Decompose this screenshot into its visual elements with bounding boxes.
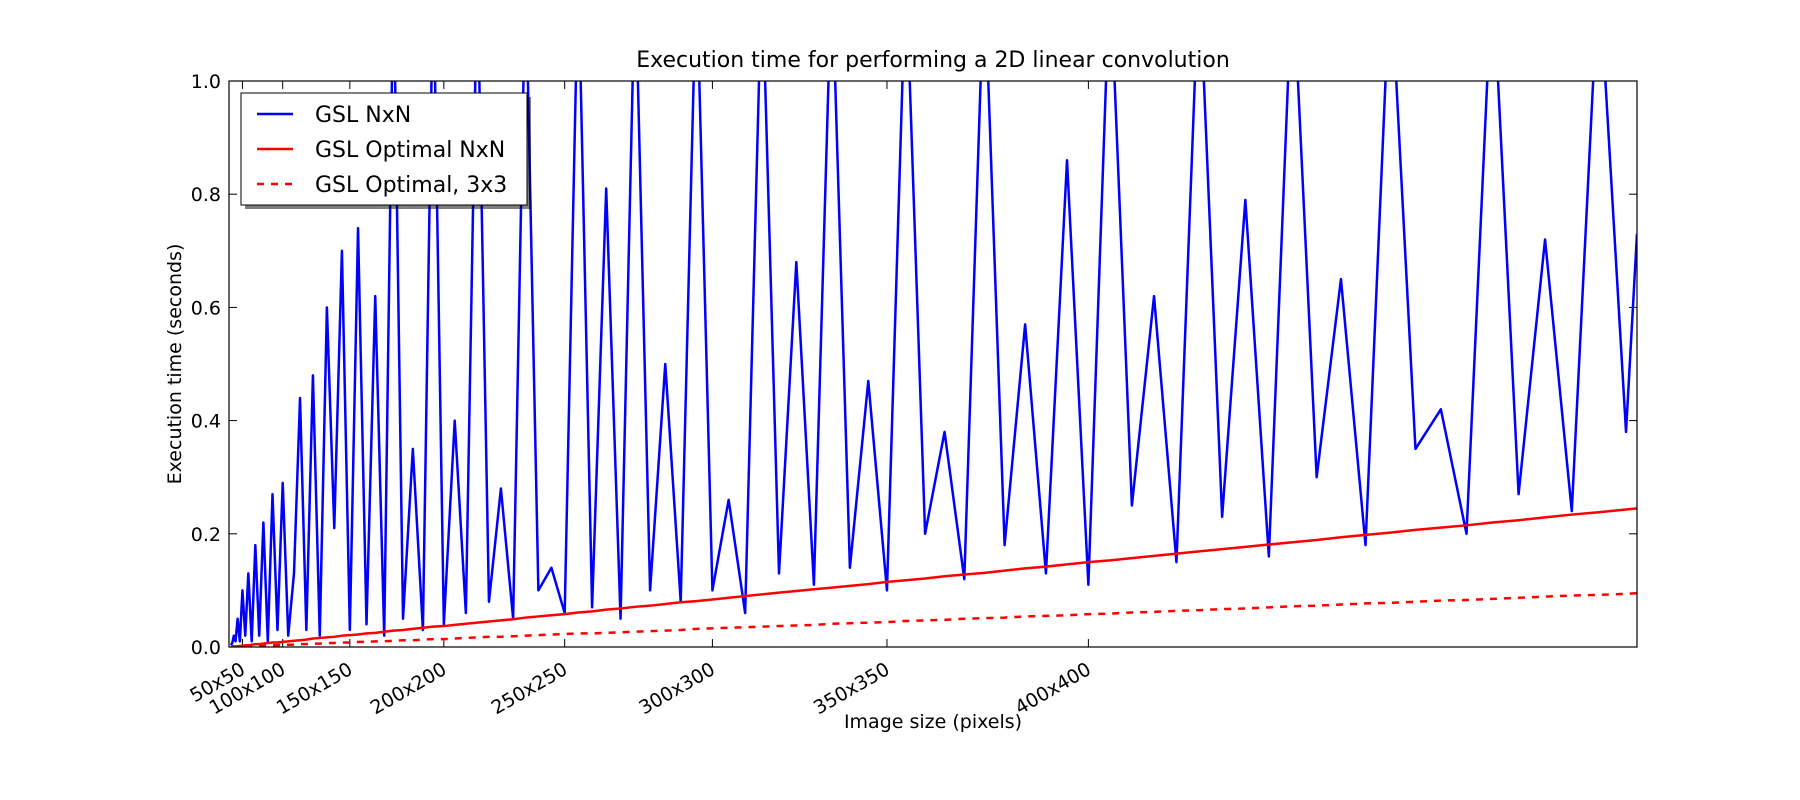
chart-title: Execution time for performing a 2D linea…	[636, 48, 1230, 73]
x-tick-label: 150x150	[273, 658, 357, 719]
line-series	[230, 81, 1637, 646]
x-axis-label: Image size (pixels)	[844, 711, 1022, 733]
y-axis-label: Execution time (seconds)	[164, 244, 186, 485]
x-tick-label: 250x250	[488, 658, 572, 719]
plot-area	[230, 81, 1637, 647]
y-tick-label: 0.2	[191, 524, 221, 546]
line-series	[230, 507, 1637, 647]
y-tick-label: 0.0	[191, 637, 221, 659]
legend-box	[240, 92, 528, 206]
y-tick-label: 0.4	[191, 411, 221, 433]
y-tick-label: 0.8	[191, 184, 221, 206]
y-tick-label: 1.0	[191, 71, 221, 93]
line-series	[231, 591, 1637, 647]
legend-label: GSL NxN	[315, 103, 411, 128]
legend-label: GSL Optimal NxN	[315, 138, 505, 163]
x-tick-label: 400x400	[1011, 658, 1095, 719]
y-tick-label: 0.6	[191, 297, 221, 319]
legend-label: GSL Optimal, 3x3	[315, 173, 507, 198]
plot-frame	[228, 80, 1638, 648]
x-tick-label: 200x200	[367, 658, 451, 719]
x-tick-label: 300x300	[635, 658, 719, 719]
